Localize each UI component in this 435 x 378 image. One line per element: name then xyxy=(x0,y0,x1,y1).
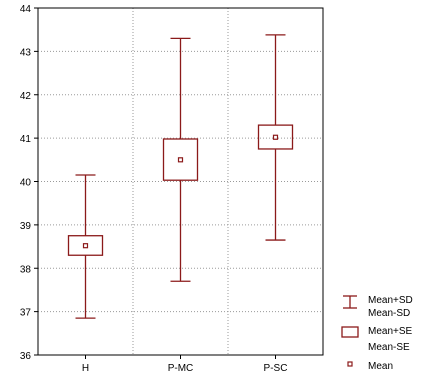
legend-label: Mean-SD xyxy=(368,308,410,319)
legend-label: Mean xyxy=(368,361,393,372)
y-tick-label: 36 xyxy=(20,351,32,362)
y-tick-label: 39 xyxy=(20,221,32,232)
y-tick-label: 42 xyxy=(20,91,32,102)
y-axis: 36 37 38 39 40 41 42 43 44 xyxy=(20,4,38,362)
legend-mean-symbol xyxy=(347,361,353,367)
mean-point xyxy=(177,157,184,163)
x-tick-label: H xyxy=(82,363,89,374)
category-group-p-sc xyxy=(257,34,294,241)
legend-item-sd: Mean+SD Mean-SD xyxy=(343,295,413,319)
y-tick-label: 41 xyxy=(20,134,32,145)
x-axis: H P-MC P-SC xyxy=(82,355,288,374)
legend-label: Mean+SE xyxy=(368,326,413,337)
se-box xyxy=(162,138,199,181)
data-marks xyxy=(67,34,294,319)
legend-item-se: Mean+SE Mean-SE xyxy=(341,326,413,353)
x-tick-label: P-MC xyxy=(168,363,194,374)
x-tick-label: P-SC xyxy=(264,363,288,374)
category-group-p-mc xyxy=(162,37,199,282)
mean-point xyxy=(82,243,89,249)
se-box xyxy=(67,235,104,256)
legend-item-mean: Mean xyxy=(347,361,393,372)
legend: Mean+SD Mean-SD Mean+SE Mean-SE Mean xyxy=(341,295,413,372)
legend-label: Mean-SE xyxy=(368,342,410,353)
y-tick-label: 43 xyxy=(20,47,32,58)
y-tick-label: 38 xyxy=(20,264,32,275)
y-tick-label: 40 xyxy=(20,178,32,189)
se-box xyxy=(257,124,294,150)
y-tick-label: 44 xyxy=(20,4,32,15)
legend-label: Mean+SD xyxy=(368,295,413,306)
legend-box-symbol xyxy=(341,326,359,338)
mean-point xyxy=(272,134,279,140)
category-group-h xyxy=(67,174,104,319)
y-tick-label: 37 xyxy=(20,308,32,319)
